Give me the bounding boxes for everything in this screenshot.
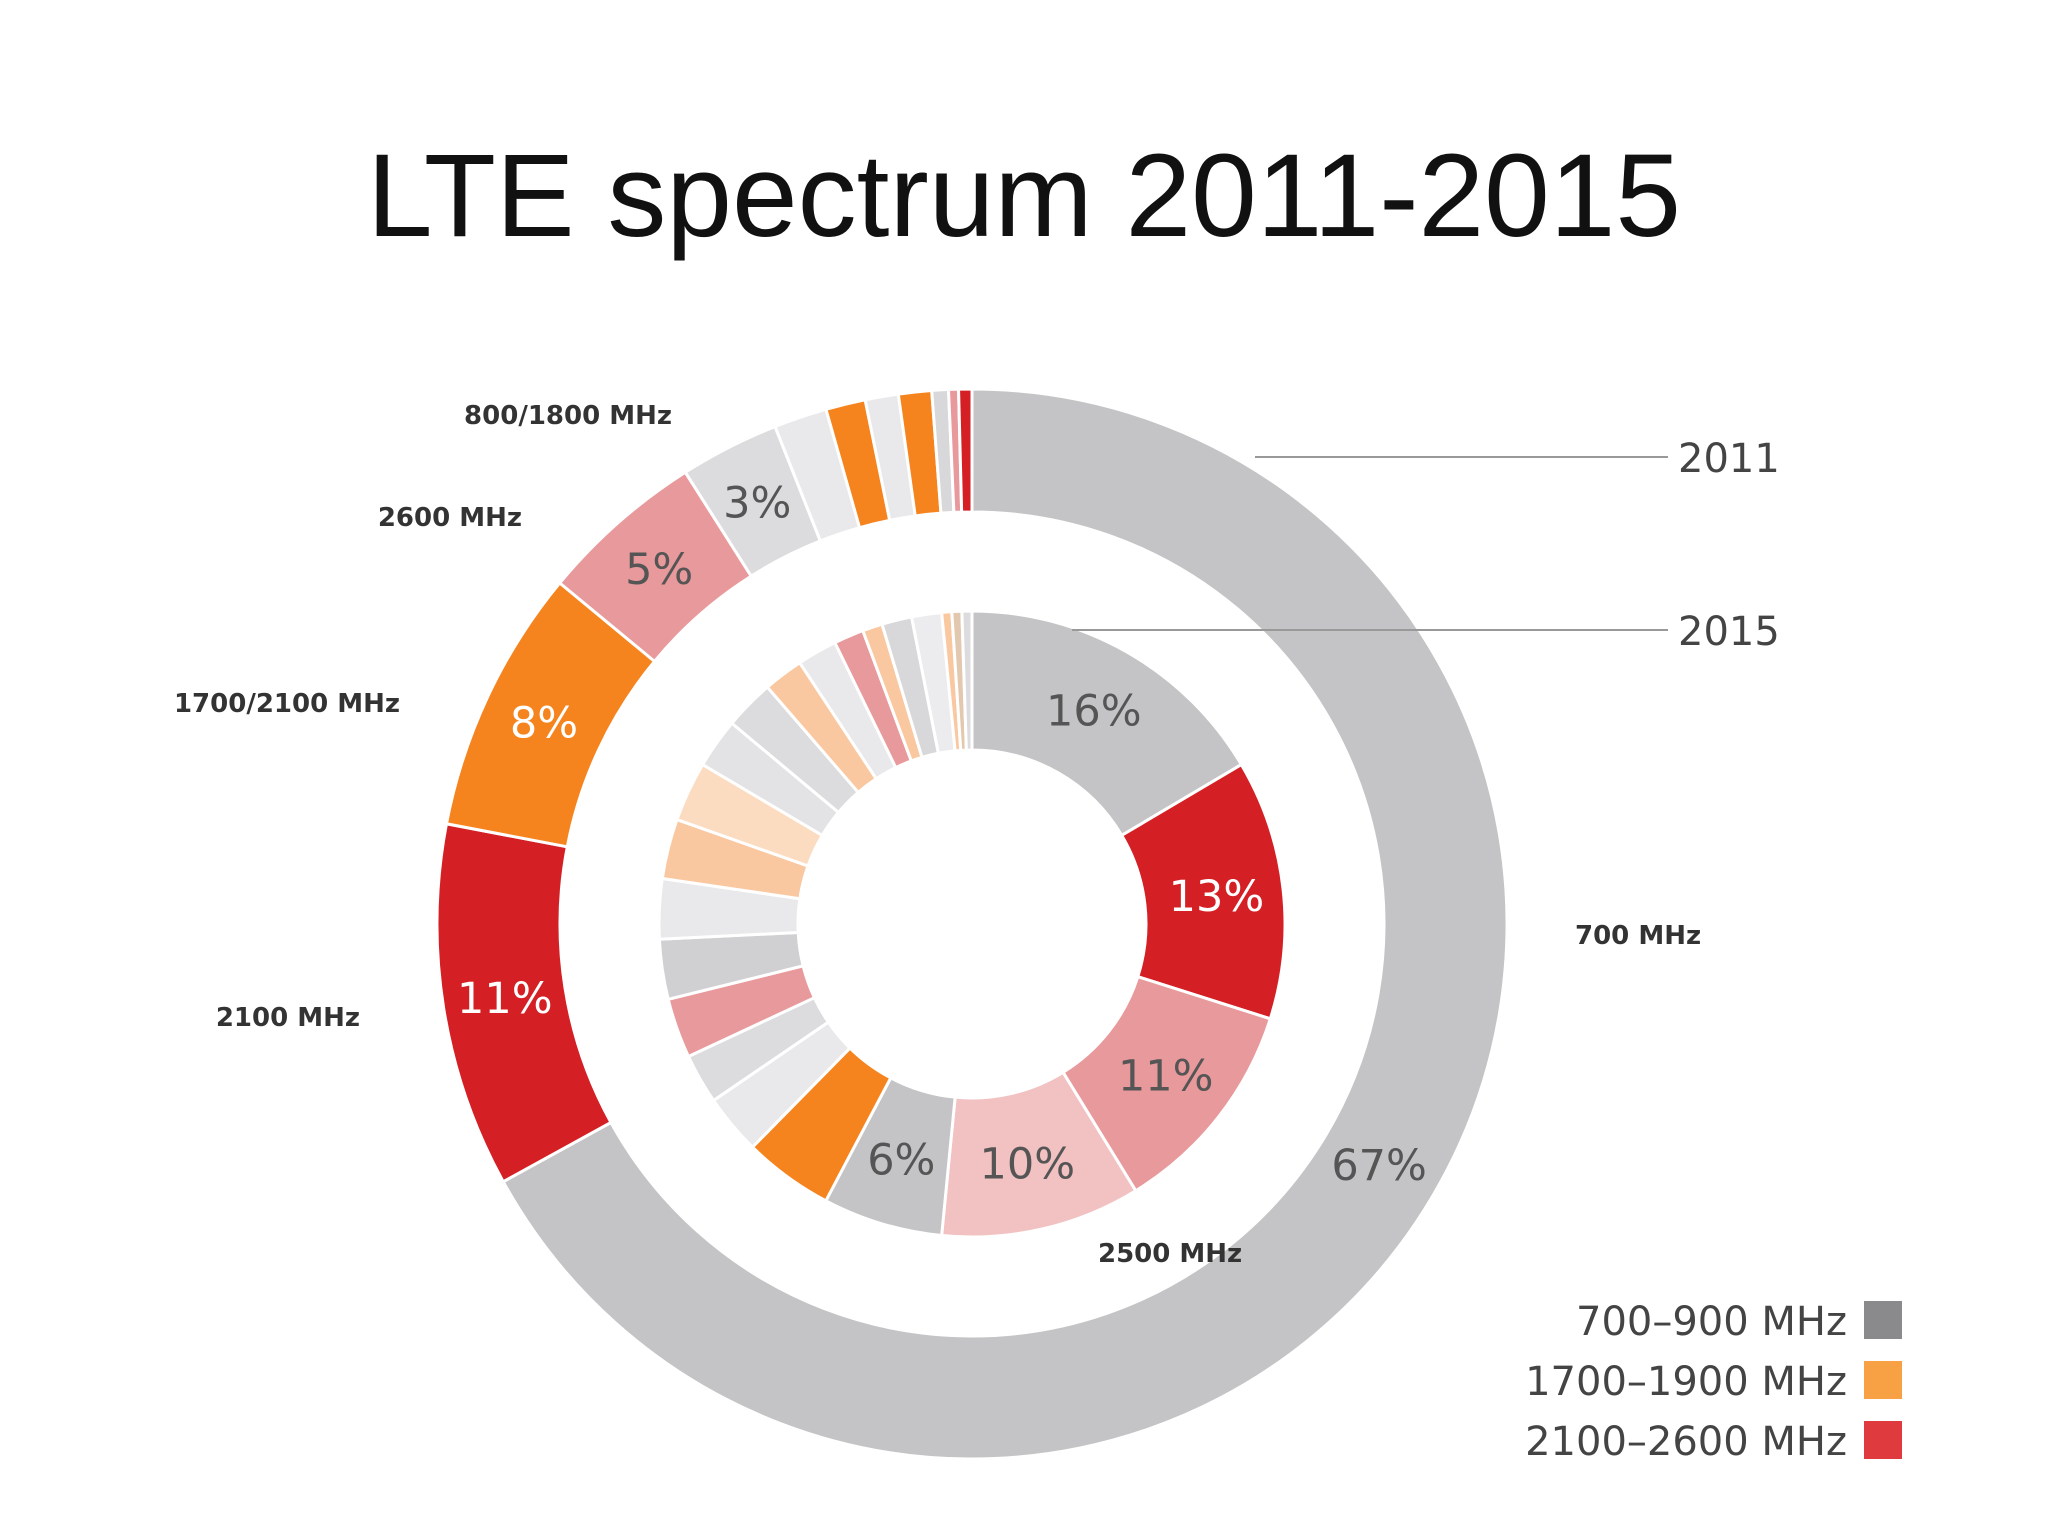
slice-value-label-2015-1: 13% [1169,872,1265,922]
slice-value-label-2015-3: 10% [980,1140,1076,1190]
slice-value-label-2015-2: 11% [1118,1052,1214,1102]
legend-swatch-1 [1864,1361,1902,1399]
slice-2011-11 [957,387,974,514]
inner-ring-2015 [657,609,1287,1239]
legend-swatch-0 [1864,1301,1902,1339]
slice-value-label-2011-0: 67% [1331,1141,1427,1191]
slice-value-label-2011-1: 11% [457,974,553,1024]
slice-value-label-2015-0: 16% [1046,686,1142,736]
slice-value-label-2011-4: 3% [723,479,791,529]
value-labels: 67% 11% 8% 5% 3% 16% 13% 11% 10% 6% [457,479,1427,1191]
legend: 700–900 MHz 1700–1900 MHz 2100–2600 MHz [1525,1299,1902,1465]
legend-swatch-2 [1864,1421,1902,1459]
outer-ring-2011 [435,387,1509,1461]
slice-2015-0 [970,609,1244,838]
page-title: LTE spectrum 2011-2015 [366,130,1682,262]
band-label-2011-3: 2600 MHz [378,503,522,533]
year-label-2015: 2015 [1678,609,1780,655]
legend-label-0: 700–900 MHz [1576,1299,1847,1345]
band-labels: 700 MHz 2100 MHz 1700/2100 MHz 2600 MHz 800/… [174,401,1701,1269]
band-label-2011-1: 2100 MHz [216,1003,360,1033]
band-label-2011-4: 800/1800 MHz [464,401,672,431]
slice-value-label-2015-4: 6% [867,1136,935,1186]
year-label-2011: 2011 [1678,436,1780,482]
band-label-2015-3: 2500 MHz [1098,1239,1242,1269]
legend-label-2: 2100–2600 MHz [1525,1419,1847,1465]
slice-2011-0 [501,387,1509,1461]
band-label-2011-2: 1700/2100 MHz [174,689,400,719]
slice-value-label-2011-3: 5% [625,545,693,595]
slice-2015-23 [960,609,974,752]
slice-value-label-2011-2: 8% [510,699,578,749]
band-label-2011-0: 700 MHz [1575,921,1701,951]
year-labels: 2011 2015 [1072,436,1780,655]
legend-label-1: 1700–1900 MHz [1525,1359,1847,1405]
